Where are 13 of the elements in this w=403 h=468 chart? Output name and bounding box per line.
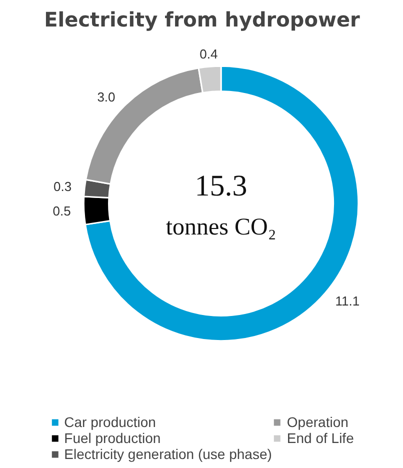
text: tonnes CO₂ [166, 214, 276, 240]
legend-label: Electricity generation (use phase) [64, 446, 272, 462]
data-label: 0.4 [200, 46, 218, 62]
legend-label: Car production [64, 414, 156, 430]
data-label: 0.3 [54, 179, 72, 194]
chart-title: Electricity from hydropower [44, 8, 360, 32]
legend-label: Fuel production [64, 430, 161, 446]
legend-label: End of Life [286, 430, 354, 446]
data-label: 0.5 [52, 204, 71, 219]
legend-label: Operation [286, 414, 348, 430]
text: 15.3 [194, 170, 248, 202]
data-label: 11.1 [335, 294, 360, 309]
data-label: 3.0 [97, 89, 116, 104]
